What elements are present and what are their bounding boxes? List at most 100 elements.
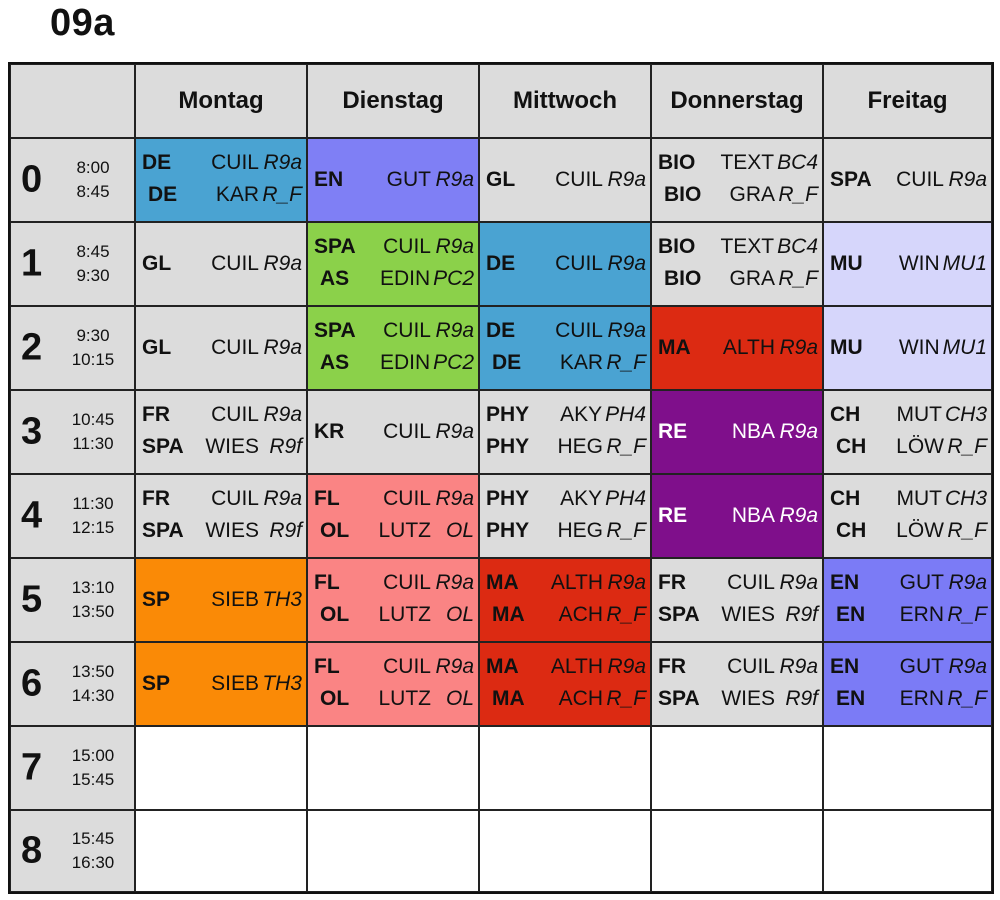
subject-code: FR bbox=[142, 403, 170, 426]
room-code: R_F bbox=[606, 519, 646, 542]
teacher-code: SIEB bbox=[211, 672, 259, 695]
subject-code: AS bbox=[320, 351, 350, 374]
class-title: 09a bbox=[50, 2, 115, 44]
period-end-time: 12:15 bbox=[71, 518, 115, 537]
lesson-cell[interactable]: SP SIEB TH3 bbox=[135, 642, 307, 726]
teacher-code: HEG bbox=[557, 519, 603, 542]
empty-slot[interactable] bbox=[479, 810, 651, 892]
empty-slot[interactable] bbox=[135, 726, 307, 810]
room-code: R9a bbox=[607, 571, 646, 594]
period-times: 13:10 13:50 bbox=[69, 576, 117, 624]
teacher-code: WIN bbox=[898, 336, 940, 359]
teacher-code: GRA bbox=[729, 267, 775, 290]
room-code: R9a bbox=[779, 420, 818, 443]
lesson-entry: AS EDIN PC2 bbox=[314, 351, 474, 375]
lesson-cell[interactable]: FR CUIL R9a SPA WIES R9f bbox=[651, 558, 823, 642]
lesson-cell[interactable]: MU WIN MU1 bbox=[823, 222, 992, 306]
lesson-entry: SPA WIES R9f bbox=[142, 435, 302, 459]
lesson-entry: KR CUIL R9a bbox=[314, 420, 474, 444]
teacher-code: CUIL bbox=[211, 151, 259, 174]
lesson-cell[interactable]: RE NBA R9a bbox=[651, 474, 823, 558]
teacher-code: EDIN bbox=[379, 351, 431, 374]
lesson-entry: MA ACH R_F bbox=[486, 603, 646, 627]
lesson-cell[interactable]: RE NBA R9a bbox=[651, 390, 823, 474]
subject-code: SPA bbox=[142, 519, 184, 542]
lesson-cell[interactable]: FR CUIL R9a SPA WIES R9f bbox=[135, 474, 307, 558]
lesson-entry: SP SIEB TH3 bbox=[142, 672, 302, 696]
subject-code: SPA bbox=[830, 168, 872, 191]
room-code: R9a bbox=[435, 319, 474, 342]
lesson-cell[interactable]: KR CUIL R9a bbox=[307, 390, 479, 474]
empty-slot[interactable] bbox=[823, 726, 992, 810]
lesson-cell[interactable]: BIO TEXT BC4 BIO GRA R_F bbox=[651, 138, 823, 222]
subject-code: BIO bbox=[658, 151, 696, 174]
empty-slot[interactable] bbox=[479, 726, 651, 810]
lesson-cell[interactable]: MU WIN MU1 bbox=[823, 306, 992, 390]
lesson-cell[interactable]: MA ALTH R9a bbox=[651, 306, 823, 390]
lesson-cell[interactable]: FR CUIL R9a SPA WIES R9f bbox=[651, 642, 823, 726]
lesson-cell[interactable]: DE CUIL R9a DE KAR R_F bbox=[479, 306, 651, 390]
lesson-cell[interactable]: SPA CUIL R9a AS EDIN PC2 bbox=[307, 222, 479, 306]
lesson-cell[interactable]: GL CUIL R9a bbox=[135, 222, 307, 306]
period-cell: 7 15:00 15:45 bbox=[10, 726, 135, 810]
lesson-cell[interactable]: CH MUT CH3 CH LÖW R_F bbox=[823, 474, 992, 558]
lesson-entry: GL CUIL R9a bbox=[142, 336, 302, 360]
period-start-time: 8:00 bbox=[76, 158, 110, 177]
subject-code: PHY bbox=[486, 403, 530, 426]
period-cell: 8 15:45 16:30 bbox=[10, 810, 135, 892]
lesson-cell[interactable]: BIO TEXT BC4 BIO GRA R_F bbox=[651, 222, 823, 306]
lesson-cell[interactable]: FL CUIL R9a OL LUTZ OL bbox=[307, 642, 479, 726]
empty-slot[interactable] bbox=[651, 810, 823, 892]
room-code: R9a bbox=[435, 655, 474, 678]
subject-code: CH bbox=[830, 403, 861, 426]
empty-slot[interactable] bbox=[823, 810, 992, 892]
lesson-entry: DE CUIL R9a bbox=[486, 319, 646, 343]
period-end-time: 10:15 bbox=[71, 350, 115, 369]
lesson-cell[interactable]: FL CUIL R9a OL LUTZ OL bbox=[307, 558, 479, 642]
lesson-cell[interactable]: GL CUIL R9a bbox=[135, 306, 307, 390]
lesson-cell[interactable]: EN GUT R9a EN ERN R_F bbox=[823, 558, 992, 642]
lesson-cell[interactable]: GL CUIL R9a bbox=[479, 138, 651, 222]
room-code: R9a bbox=[948, 571, 987, 594]
lesson-cell[interactable]: EN GUT R9a bbox=[307, 138, 479, 222]
period-end-time: 13:50 bbox=[71, 602, 115, 621]
lesson-cell[interactable]: PHY AKY PH4 PHY HEG R_F bbox=[479, 474, 651, 558]
empty-slot[interactable] bbox=[651, 726, 823, 810]
room-code: R_F bbox=[262, 183, 302, 206]
lesson-entry: OL LUTZ OL bbox=[314, 687, 474, 711]
lesson-entry: AS EDIN PC2 bbox=[314, 267, 474, 291]
lesson-cell[interactable]: DE CUIL R9a bbox=[479, 222, 651, 306]
lesson-cell[interactable]: SP SIEB TH3 bbox=[135, 558, 307, 642]
period-end-time: 14:30 bbox=[71, 686, 115, 705]
subject-code: DE bbox=[486, 319, 516, 342]
lesson-cell[interactable]: PHY AKY PH4 PHY HEG R_F bbox=[479, 390, 651, 474]
teacher-code: KAR bbox=[215, 183, 259, 206]
subject-code: KR bbox=[314, 420, 345, 443]
lesson-cell[interactable]: MA ALTH R9a MA ACH R_F bbox=[479, 558, 651, 642]
subject-code: RE bbox=[658, 504, 688, 527]
period-start-time: 9:30 bbox=[76, 326, 110, 345]
empty-slot[interactable] bbox=[135, 810, 307, 892]
empty-slot[interactable] bbox=[307, 726, 479, 810]
lesson-cell[interactable]: SPA CUIL R9a AS EDIN PC2 bbox=[307, 306, 479, 390]
lesson-cell[interactable]: EN GUT R9a EN ERN R_F bbox=[823, 642, 992, 726]
lesson-entry: FL CUIL R9a bbox=[314, 655, 474, 679]
lesson-entry: DE CUIL R9a bbox=[142, 151, 302, 175]
lesson-cell[interactable]: FL CUIL R9a OL LUTZ OL bbox=[307, 474, 479, 558]
lesson-cell[interactable]: FR CUIL R9a SPA WIES R9f bbox=[135, 390, 307, 474]
teacher-code: ALTH bbox=[550, 571, 603, 594]
subject-code: EN bbox=[836, 687, 866, 710]
lesson-entry: BIO GRA R_F bbox=[658, 267, 818, 291]
subject-code: MU bbox=[830, 252, 863, 275]
subject-code: RE bbox=[658, 420, 688, 443]
teacher-code: LUTZ bbox=[378, 687, 432, 710]
lesson-cell[interactable]: SPA CUIL R9a bbox=[823, 138, 992, 222]
lesson-cell[interactable]: DE CUIL R9a DE KAR R_F bbox=[135, 138, 307, 222]
subject-code: PHY bbox=[486, 487, 530, 510]
lesson-cell[interactable]: CH MUT CH3 CH LÖW R_F bbox=[823, 390, 992, 474]
teacher-code: CUIL bbox=[555, 168, 603, 191]
empty-slot[interactable] bbox=[307, 810, 479, 892]
lesson-cell[interactable]: MA ALTH R9a MA ACH R_F bbox=[479, 642, 651, 726]
lesson-entry: SPA WIES R9f bbox=[658, 603, 818, 627]
room-code: R9a bbox=[263, 487, 302, 510]
